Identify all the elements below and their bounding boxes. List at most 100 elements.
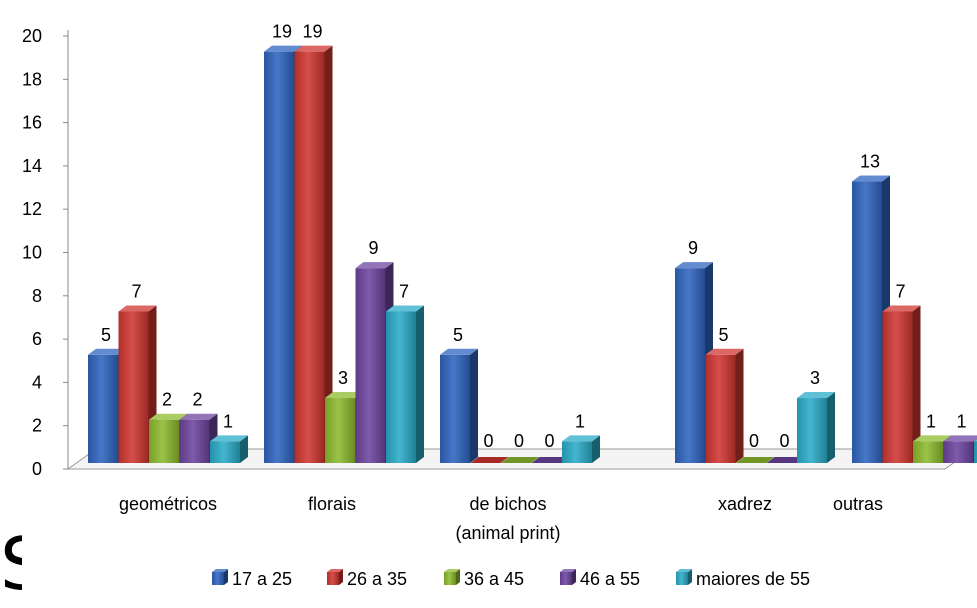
bar-front (355, 268, 386, 463)
bar-front (562, 441, 592, 463)
bar-top (974, 439, 977, 442)
bar-front (882, 311, 913, 463)
data-label: 0 (779, 431, 789, 451)
y-axis: 0 2 4 6 8 10 12 14 16 18 20 (22, 26, 69, 479)
bar-top (325, 392, 363, 399)
data-label: 0 (749, 431, 759, 451)
legend-item: 17 a 25 (212, 569, 292, 589)
bar (531, 457, 570, 463)
bar (294, 45, 333, 464)
y-tick-label: 10 (22, 243, 42, 263)
bar-side (592, 435, 600, 463)
bar (882, 305, 921, 463)
bar-top (294, 45, 333, 52)
data-label: 19 (272, 22, 292, 42)
bar-front (264, 51, 294, 464)
bar-side (912, 305, 921, 463)
legend-swatch (444, 572, 456, 585)
bar-front (974, 441, 977, 463)
legend-item: maiores de 55 (676, 569, 810, 589)
category-labels: geométricos florais de bichos (animal print… (119, 494, 883, 543)
bar-top (766, 457, 805, 463)
legend-swatch (212, 572, 224, 585)
bar (386, 305, 424, 463)
data-label: 1 (926, 411, 936, 431)
data-label: 2 (162, 390, 172, 410)
legend-item: 26 a 35 (327, 569, 407, 589)
bar (705, 348, 744, 463)
bar-front (210, 441, 240, 463)
data-label: 19 (302, 22, 322, 42)
bar-top (705, 348, 744, 355)
data-label: 13 (860, 152, 880, 172)
bar-top (118, 305, 157, 312)
data-label: 1 (223, 411, 233, 431)
category-label: outras (833, 494, 883, 514)
data-label: 9 (688, 238, 698, 258)
category-label: (animal print) (455, 523, 560, 543)
bar-top (88, 348, 126, 355)
bar (470, 457, 509, 463)
legend-item: 46 a 55 (560, 569, 640, 589)
y-tick-label: 4 (32, 372, 42, 392)
bar-side (324, 45, 333, 464)
bar-front (705, 354, 736, 463)
bar-top (943, 435, 977, 442)
y-tick-label: 14 (22, 156, 42, 176)
bar-front (294, 51, 325, 464)
legend-swatch (560, 572, 572, 585)
bar-front (440, 354, 470, 463)
category-label: florais (308, 494, 356, 514)
legend-label: 36 a 45 (464, 569, 524, 589)
bar-front (797, 398, 827, 463)
bar (210, 435, 248, 463)
bar (974, 439, 977, 463)
data-label: 0 (483, 431, 493, 451)
bar-top (501, 457, 539, 463)
bar (797, 392, 835, 463)
category-label: de bichos (469, 494, 546, 514)
bar-front (943, 441, 974, 463)
bar-side (827, 392, 835, 463)
data-label: 3 (338, 368, 348, 388)
bar-front (149, 419, 179, 463)
legend-swatch (676, 572, 688, 585)
corner-glyph: S (0, 528, 22, 600)
data-label: 1 (956, 411, 966, 431)
bar-top (149, 413, 187, 420)
y-tick-label: 6 (32, 329, 42, 349)
bar-front (179, 419, 210, 463)
bar-top (179, 413, 218, 420)
legend: 17 a 25 26 a 35 36 a 45 46 a 55 maiores de 5… (212, 569, 810, 589)
category-label: xadrez (718, 494, 772, 514)
bar-side (735, 348, 744, 463)
y-tick-label: 2 (32, 416, 42, 436)
bar-front (675, 268, 705, 463)
bar (943, 435, 977, 463)
bar-top (470, 457, 509, 463)
bar-front (88, 354, 118, 463)
data-labels: 5722119193975000195003137111 (101, 22, 967, 451)
data-label: 7 (895, 281, 905, 301)
bar-top (913, 435, 951, 442)
data-label: 5 (453, 325, 463, 345)
data-label: 5 (718, 325, 728, 345)
bar-top (562, 435, 600, 442)
legend-swatch (327, 572, 339, 585)
data-label: 9 (368, 238, 378, 258)
bar (501, 457, 539, 463)
y-tick-label: 20 (22, 26, 42, 46)
bar-top (440, 348, 478, 355)
bar (736, 457, 774, 463)
legend-label: 26 a 35 (347, 569, 407, 589)
y-tick-label: 12 (22, 199, 42, 219)
y-tick-label: 18 (22, 69, 42, 89)
bar-front (852, 181, 882, 464)
bar-top (531, 457, 570, 463)
bar-top (882, 305, 921, 312)
bar-top (210, 435, 248, 442)
data-label: 0 (514, 431, 524, 451)
data-label: 2 (192, 390, 202, 410)
data-label: 5 (101, 325, 111, 345)
bar-side (240, 435, 248, 463)
